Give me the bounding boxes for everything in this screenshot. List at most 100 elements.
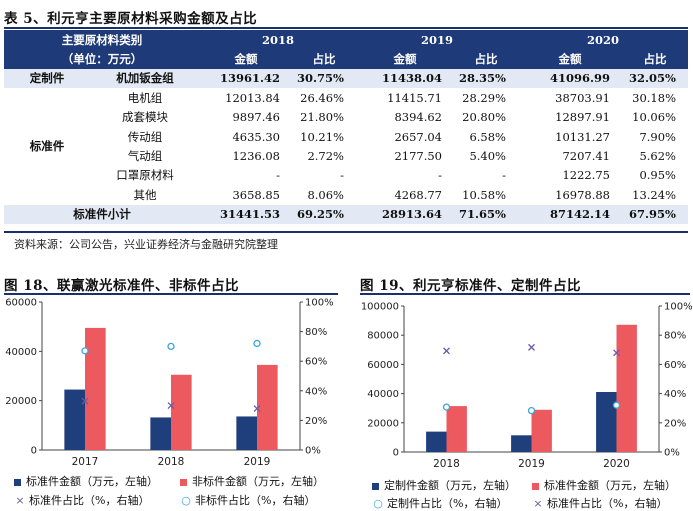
y-tick-label-right: 100% <box>664 302 693 313</box>
x-marker <box>167 402 175 410</box>
circle-marker <box>527 406 536 415</box>
legend-item: ○ 定制件占比（%，右轴） <box>372 495 507 511</box>
table-row: 成套模块 9897.46 21.80% 8394.62 20.80% 12897… <box>4 108 688 127</box>
y-tick-label-left: 40000 <box>5 347 37 358</box>
header-year: 2020 <box>518 30 688 50</box>
circle-marker <box>167 342 175 351</box>
header-amount: 金额 <box>356 49 454 69</box>
bar <box>596 391 617 452</box>
cell-value: 4268.77 <box>394 187 442 202</box>
x-tick-label: 2020 <box>603 458 630 470</box>
chart-fig19: 0 20000 40000 60000 80000 100000 0% 20% 40% 60% 80… <box>361 302 693 471</box>
legend-label: 标准件金额（万元，左轴） <box>544 479 676 492</box>
cell-value: 71.65% <box>454 204 518 224</box>
legend-item: 定制件金额（万元，左轴） <box>372 477 516 493</box>
cell-value: 1236.08 <box>232 149 280 164</box>
x-tick-label: 2018 <box>433 458 460 470</box>
bar <box>150 417 171 450</box>
legend-label: 标准件占比（%，右轴） <box>547 497 668 510</box>
legend-label: 非标件占比（%，右轴） <box>195 494 316 507</box>
y-tick-label-left: 100000 <box>361 302 399 313</box>
cell-value: - <box>340 168 344 183</box>
cell-value: 5.40% <box>469 149 506 164</box>
y-tick-label-right: 40% <box>664 389 686 400</box>
cell-value: 0.95% <box>639 168 676 183</box>
cell-value: 87142.14 <box>518 204 622 224</box>
y-tick-label-right: 20% <box>305 416 327 427</box>
header-year: 2019 <box>356 30 518 50</box>
cell-value: 10.21% <box>300 129 344 144</box>
cell-value: 6.58% <box>469 129 506 144</box>
y-tick-label-left: 60000 <box>5 298 37 309</box>
table-row: 标准件 电机组 12013.84 26.46% 11415.71 28.29% … <box>4 88 688 153</box>
header-row-metrics: （单位：万元） 金额 占比 金额 占比 金额 占比 <box>4 49 688 69</box>
cell-value: 2657.04 <box>394 129 442 144</box>
chart-title: 图 18、联赢激光标准件、非标件占比 <box>4 278 239 294</box>
legend-label: 标准件占比（%，右轴） <box>29 494 150 507</box>
item-label: 其他 <box>133 187 157 202</box>
cell-value: 13.24% <box>632 187 676 202</box>
cell-value: 10.06% <box>632 110 676 125</box>
bar <box>511 435 532 452</box>
header-share: 占比 <box>622 49 688 69</box>
cell-value: 31441.53 <box>200 204 292 224</box>
y-tick-label-right: 20% <box>664 418 686 429</box>
legend-label: 非标件金额（万元，左轴） <box>192 475 324 488</box>
y-tick-label-left: 20000 <box>5 396 37 407</box>
cell-value: 9897.46 <box>232 110 280 125</box>
legend-swatch <box>14 478 21 486</box>
cell-value: 20.80% <box>462 110 506 125</box>
bar <box>257 364 278 450</box>
header-year: 2018 <box>200 30 356 50</box>
table-title: 表 5、利元亨主要原材料采购金额及占比 <box>4 11 258 27</box>
x-marker <box>613 349 620 357</box>
table-bottom-rule <box>4 231 688 233</box>
y-tick-label-right: 60% <box>305 357 327 368</box>
cell-value: 11438.04 <box>356 68 454 89</box>
x-tick-label: 2018 <box>158 456 185 468</box>
x-tick-label: 2019 <box>244 456 271 468</box>
x-marker <box>81 397 89 405</box>
circle-marker-icon: ○ <box>373 497 383 510</box>
cell-value: 1222.75 <box>562 168 610 183</box>
cell-value: 13961.42 <box>200 68 292 89</box>
cell-value: 38703.91 <box>555 90 610 105</box>
group-label-standard: 标准件 <box>29 139 65 154</box>
item-label: 口罩原材料 <box>116 168 174 183</box>
x-marker <box>528 343 535 351</box>
y-tick-label-right: 0% <box>305 446 321 457</box>
item-label: 气动组 <box>127 149 163 164</box>
header-unit: （单位：万元） <box>4 49 200 69</box>
legend-label: 定制件金额（万元，左轴） <box>384 479 516 492</box>
table-row: 传动组 4635.30 10.21% 2657.04 6.58% 10131.2… <box>4 127 688 146</box>
subtotal-label: 标准件小计 <box>4 204 200 224</box>
table-row-subtotal: 标准件小计 31441.53 69.25% 28913.64 71.65% 87… <box>4 204 688 224</box>
header-amount: 金额 <box>518 49 622 69</box>
cell-value: 12013.84 <box>225 90 280 105</box>
cell-value: 7.90% <box>639 129 676 144</box>
cell-value: 11415.71 <box>387 90 442 105</box>
x-tick-label: 2019 <box>518 458 545 470</box>
cell-value: 32.05% <box>622 68 688 89</box>
bar <box>531 409 552 452</box>
legend-item: ○ 非标件占比（%，右轴） <box>180 492 315 508</box>
y-tick-label-left: 40000 <box>367 389 399 400</box>
circle-marker <box>612 401 621 409</box>
cell-value: 21.80% <box>300 110 344 125</box>
cell-value: - <box>438 168 442 183</box>
cell-value: 10.58% <box>462 187 506 202</box>
legend-swatch <box>372 482 379 490</box>
item-label: 机加钣金组 <box>90 68 200 89</box>
header-share: 占比 <box>454 49 518 69</box>
header-share: 占比 <box>292 49 356 69</box>
table-row: 气动组 1236.08 2.72% 2177.50 5.40% 7207.41 … <box>4 146 688 165</box>
table-row: 其他 3658.85 8.06% 4268.77 10.58% 16978.88… <box>4 185 688 204</box>
table-row: 口罩原材料 - - - - 1222.75 0.95% <box>4 166 688 185</box>
cell-value: 28913.64 <box>356 204 454 224</box>
y-tick-label-left: 20000 <box>367 418 399 429</box>
legend-label: 标准件金额（万元，左轴） <box>26 475 158 488</box>
bar <box>85 327 106 450</box>
y-tick-label-right: 80% <box>305 327 327 338</box>
cell-value: 2177.50 <box>394 149 442 164</box>
cell-value: 26.46% <box>300 90 344 105</box>
